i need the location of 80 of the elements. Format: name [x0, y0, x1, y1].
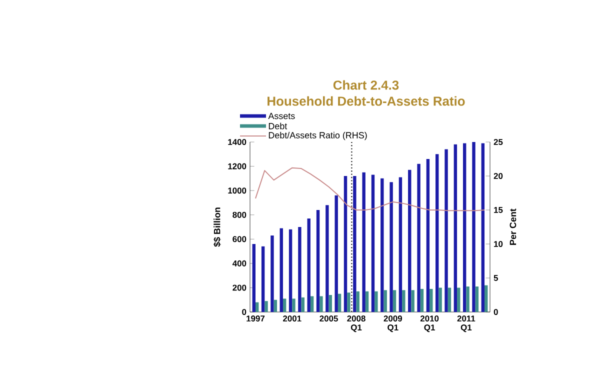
- bar: [462, 143, 466, 312]
- bar: [334, 195, 338, 312]
- bar: [411, 290, 414, 312]
- bar: [261, 246, 265, 312]
- bar: [356, 291, 360, 312]
- y-tick-label: 200: [232, 284, 246, 291]
- y-tick-label: 400: [232, 260, 246, 266]
- x-tick-label: 2005: [320, 316, 338, 322]
- y-tick-label: 1200: [228, 163, 246, 170]
- bar: [274, 300, 278, 312]
- bar: [408, 170, 412, 312]
- bar: [344, 176, 348, 312]
- bar: [384, 290, 387, 312]
- bar: [292, 298, 296, 312]
- chart-subtitle: Household Debt-to-Assets Ratio: [268, 96, 465, 106]
- y2-tick-label: 10: [494, 241, 503, 247]
- bar: [426, 159, 430, 312]
- bar: [417, 164, 420, 312]
- bar: [436, 154, 439, 312]
- bar: [371, 174, 375, 312]
- y2-tick-label: 20: [494, 173, 503, 179]
- bar: [252, 244, 256, 312]
- bar: [448, 288, 452, 312]
- bar: [320, 296, 323, 312]
- bar: [280, 228, 283, 312]
- bar: [353, 176, 356, 312]
- bar: [310, 296, 314, 312]
- y-axis-title: $$ Billion: [213, 208, 221, 247]
- bar: [282, 298, 286, 312]
- bar: [326, 205, 329, 312]
- bar: [484, 285, 488, 312]
- bar: [454, 144, 458, 312]
- x-tick-label: 2011 Q1: [457, 316, 476, 332]
- y2-tick-label: 15: [494, 207, 503, 213]
- x-tick-label: 2010 Q1: [420, 316, 439, 332]
- x-tick-label: 2009 Q1: [384, 316, 402, 332]
- bar: [264, 301, 268, 312]
- bar: [328, 295, 332, 312]
- bar: [392, 290, 396, 312]
- y-tick-label: 600: [232, 236, 246, 242]
- y2-tick-label: 0: [494, 309, 498, 315]
- x-tick-label: 2008 Q1: [347, 316, 366, 332]
- x-tick-label: 2001: [283, 316, 302, 322]
- bar: [347, 292, 350, 312]
- bar: [380, 178, 384, 312]
- y2-tick-label: 5: [494, 275, 498, 281]
- bar: [472, 142, 476, 312]
- bar: [301, 297, 305, 312]
- y-tick-label: 1000: [228, 188, 246, 194]
- chart-title: Chart 2.4.3: [333, 80, 399, 90]
- bar: [475, 286, 479, 312]
- bar: [457, 288, 460, 312]
- legend-label: Debt: [268, 122, 288, 130]
- bar: [365, 291, 369, 312]
- y-tick-label: 1400: [228, 139, 246, 145]
- bar: [307, 218, 310, 312]
- x-tick-label: 1997: [246, 316, 265, 322]
- bar: [398, 177, 402, 312]
- bar: [338, 294, 342, 312]
- bar: [420, 288, 424, 312]
- bar: [390, 182, 393, 312]
- y-tick-label: 800: [232, 212, 246, 218]
- bar: [374, 291, 378, 312]
- bar: [402, 290, 406, 312]
- bar: [256, 302, 259, 312]
- legend-label: Assets: [268, 112, 295, 120]
- y2-tick-label: 25: [494, 139, 503, 145]
- y2-axis-title: Per Cent: [510, 208, 516, 245]
- bar: [438, 288, 442, 312]
- bar: [481, 143, 485, 312]
- bar: [430, 288, 433, 312]
- bar: [316, 210, 320, 312]
- legend-label: Debt/Assets Ratio (RHS): [268, 132, 367, 140]
- bar: [466, 286, 470, 312]
- bar: [270, 236, 274, 312]
- bar: [288, 229, 292, 312]
- bar: [298, 227, 302, 312]
- y-tick-label: 0: [242, 309, 246, 315]
- bar: [362, 172, 366, 312]
- bar: [444, 149, 448, 312]
